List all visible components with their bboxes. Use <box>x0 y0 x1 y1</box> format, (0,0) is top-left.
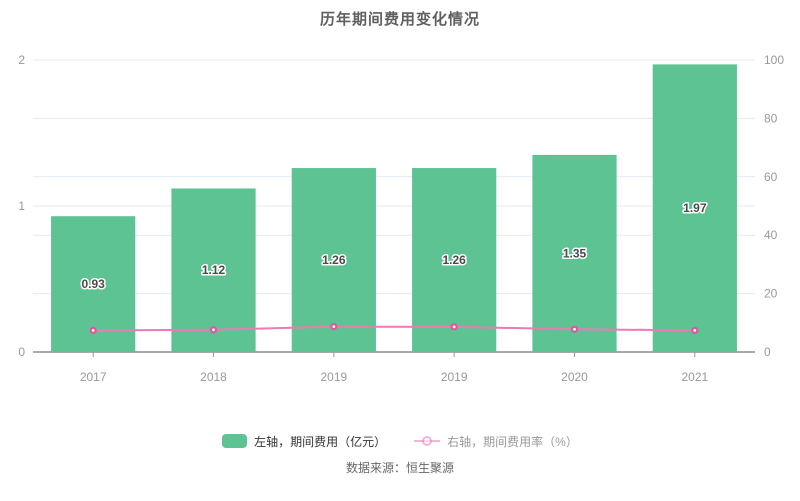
bar-2019-2[interactable] <box>291 168 376 352</box>
x-axis-category-label: 2021 <box>681 370 708 384</box>
chart-title: 历年期间费用变化情况 <box>319 11 480 28</box>
legend: 左轴，期间费用（亿元） 右轴，期间费用率（%） <box>0 431 800 451</box>
left-axis-tick-label: 1 <box>18 199 25 213</box>
left-axis-tick-label: 2 <box>18 53 25 67</box>
right-axis-tick-label: 60 <box>764 170 778 184</box>
right-axis-tick-label: 80 <box>764 111 778 125</box>
right-axis-tick-label: 40 <box>764 228 778 242</box>
rate-point-center-dot <box>332 325 336 328</box>
bar-2018-1[interactable] <box>171 188 256 352</box>
bar-2021-5[interactable] <box>652 64 737 352</box>
bar-value-label: 0.93 <box>81 277 105 291</box>
right-axis-tick-label: 20 <box>764 287 778 301</box>
x-axis-category-label: 2019 <box>320 370 347 384</box>
x-axis-category-label: 2020 <box>561 370 588 384</box>
bar-value-label: 1.26 <box>322 253 346 267</box>
bar-value-label: 1.35 <box>563 246 587 260</box>
bar-value-label: 1.12 <box>202 263 226 277</box>
rate-point-center-dot <box>212 328 215 332</box>
right-axis-tick-label: 0 <box>764 345 771 359</box>
bar-value-label: 1.26 <box>442 253 466 267</box>
rate-point-center-dot <box>452 325 456 329</box>
legend-item-line-series[interactable]: 右轴，期间费用率（%） <box>414 433 578 450</box>
x-axis-category-label: 2017 <box>80 370 107 384</box>
x-axis-category-label: 2019 <box>441 370 468 384</box>
rate-line <box>93 325 695 332</box>
left-axis-tick-label: 0 <box>18 345 25 359</box>
data-source-note: 数据来源：恒生聚源 <box>345 461 454 475</box>
rate-point-center-dot <box>91 328 95 332</box>
rate-point-center-dot <box>573 327 576 331</box>
legend-label-line-series: 右轴，期间费用率（%） <box>447 434 578 449</box>
bar-series-swatch-icon <box>222 434 248 448</box>
line-series-marker-icon <box>414 436 441 446</box>
legend-label-bar-series: 左轴，期间费用（亿元） <box>254 434 387 449</box>
bar-value-label: 1.97 <box>683 201 707 215</box>
bar-2020-4[interactable] <box>532 154 617 352</box>
rate-point-center-dot <box>693 328 697 332</box>
legend-item-bar-series[interactable]: 左轴，期间费用（亿元） <box>222 433 386 450</box>
bar-2019-3[interactable] <box>412 168 497 352</box>
x-axis-category-label: 2018 <box>200 370 227 384</box>
right-axis-tick-label: 100 <box>764 53 784 67</box>
